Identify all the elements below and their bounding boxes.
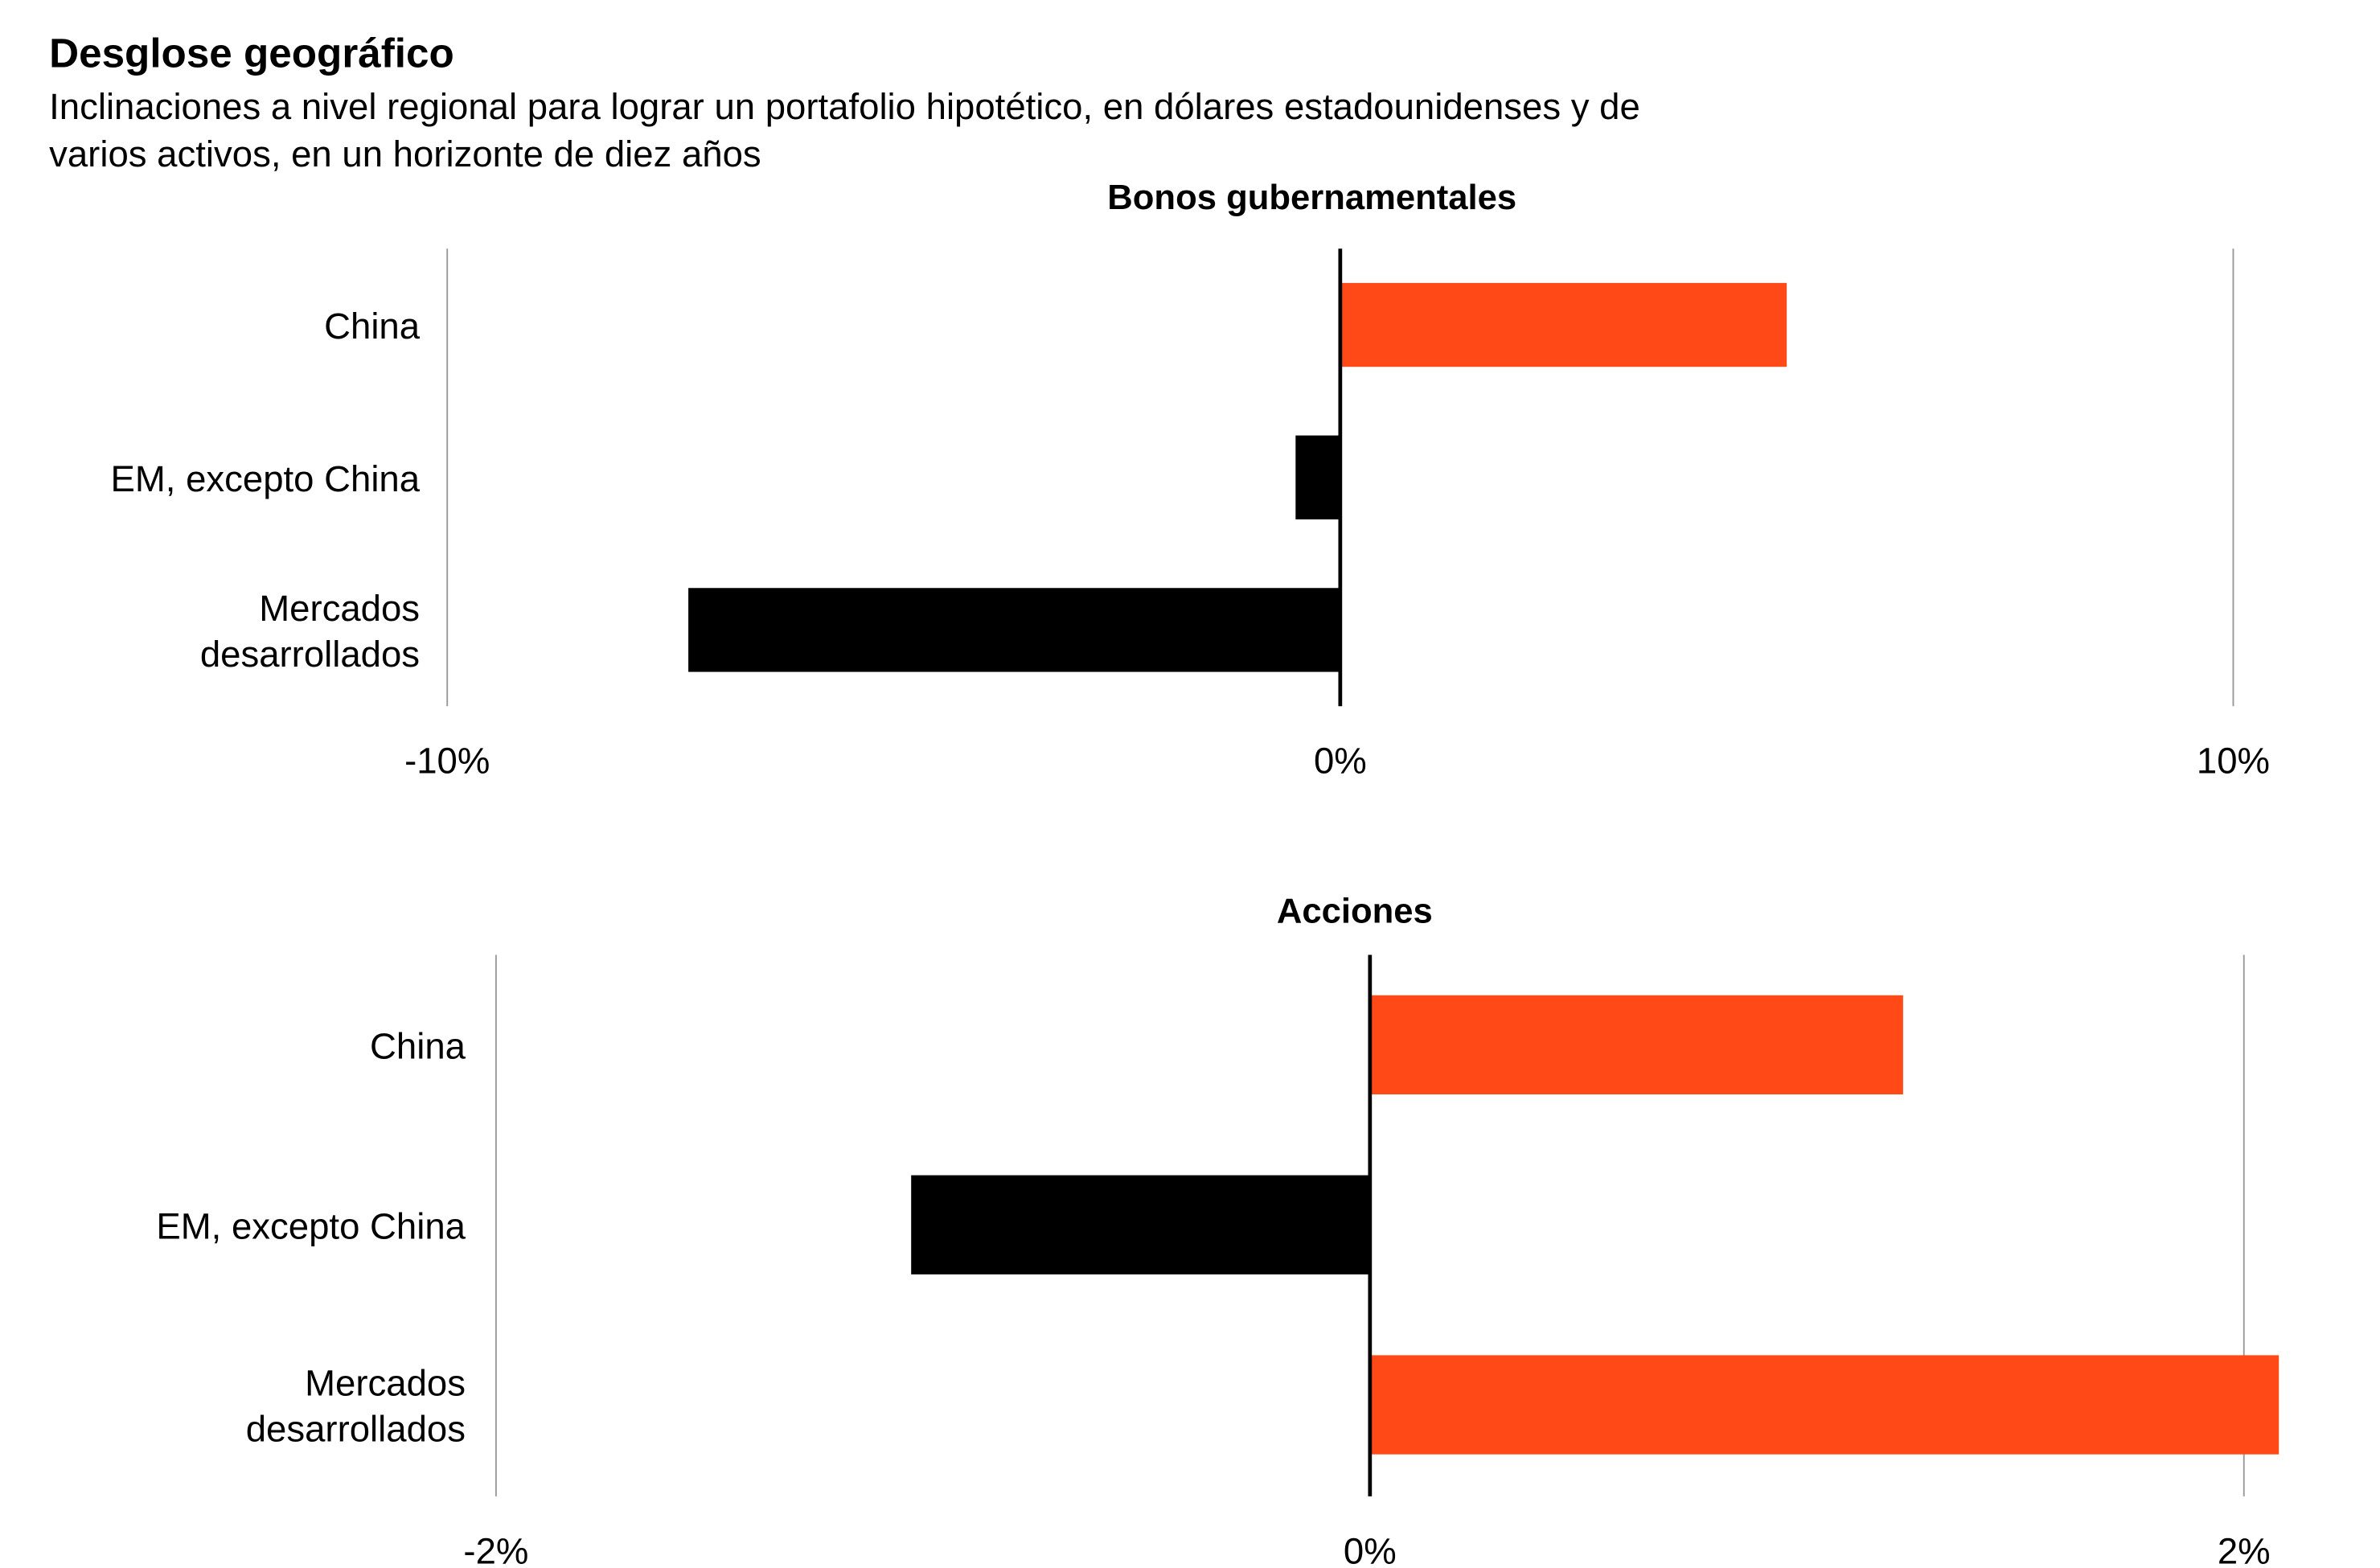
category-label: China	[370, 1025, 466, 1066]
x-tick-label: 10%	[2197, 741, 2270, 782]
category-label: desarrollados	[200, 634, 420, 675]
category-label: Mercados	[305, 1363, 466, 1404]
subtitle-line-2: varios activos, en un horizonte de diez …	[49, 133, 761, 174]
chart-government-bonds: Bonos gubernamentales -10% 0% 10% China EM, e…	[111, 179, 2271, 782]
chart-title: Bonos gubernamentales	[1107, 179, 1516, 217]
bar	[1369, 995, 1903, 1095]
bar	[911, 1175, 1370, 1275]
page-title: Desglose geográfico	[49, 30, 454, 76]
bar	[1340, 282, 1787, 367]
category-label: EM, excepto China	[156, 1205, 466, 1246]
subtitle-line-1: Inclinaciones a nivel regional para logr…	[49, 86, 1640, 127]
bar	[688, 588, 1340, 672]
category-label: China	[324, 306, 421, 347]
x-tick-label: 0%	[1344, 1530, 1397, 1568]
x-tick-label: 0%	[1314, 741, 1367, 782]
x-tick-label: -10%	[404, 741, 490, 782]
x-tick-label: 2%	[2218, 1530, 2271, 1568]
category-label: EM, excepto China	[111, 458, 421, 499]
category-label: desarrollados	[246, 1409, 466, 1450]
category-label: Mercados	[259, 588, 420, 629]
bar	[1369, 1355, 2279, 1455]
chart-equities: Acciones -2% 0% 2% China EM, excepto China Mer…	[156, 893, 2279, 1568]
x-tick-label: -2%	[463, 1530, 528, 1568]
chart-title: Acciones	[1277, 893, 1433, 931]
bar	[1295, 435, 1340, 519]
